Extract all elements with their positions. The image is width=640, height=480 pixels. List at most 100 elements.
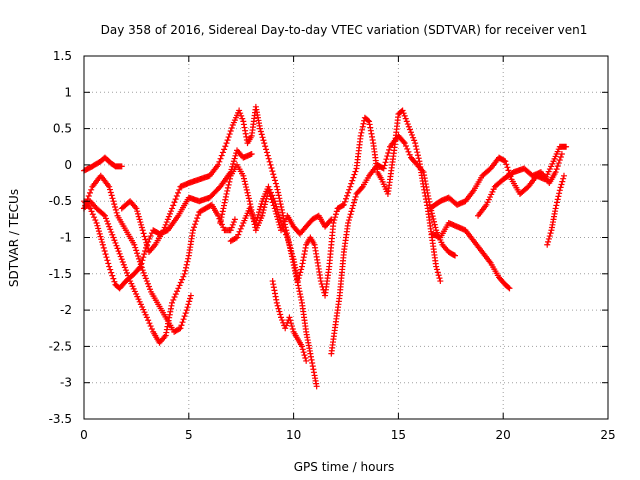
data-point (185, 255, 192, 262)
data-point (183, 261, 190, 268)
data-point (217, 217, 224, 224)
data-point (103, 254, 110, 261)
data-point (179, 319, 186, 326)
data-point (285, 239, 292, 246)
data-point (222, 196, 229, 203)
data-point (134, 210, 141, 217)
data-point (184, 258, 191, 265)
data-point (288, 323, 295, 330)
y-tick-label: -1 (60, 231, 72, 245)
data-point (265, 187, 272, 194)
data-point (223, 140, 230, 147)
data-point (255, 211, 262, 218)
data-point (111, 201, 118, 208)
data-point (133, 247, 140, 254)
data-point (109, 195, 116, 202)
series-arc-4 (81, 172, 194, 335)
data-point (169, 205, 176, 212)
data-point (176, 325, 183, 332)
data-point (432, 224, 439, 231)
data-point (414, 149, 421, 156)
data-point (270, 171, 277, 178)
data-point (111, 278, 118, 285)
data-point (248, 151, 255, 158)
data-point (273, 299, 280, 306)
data-point (265, 155, 272, 162)
y-tick-label: 0.5 (53, 122, 72, 136)
data-point (195, 212, 202, 219)
data-point (222, 193, 229, 200)
data-point (288, 248, 295, 255)
data-point (410, 134, 417, 141)
data-point (271, 174, 278, 181)
data-point (230, 160, 237, 167)
data-point (280, 221, 287, 228)
data-point (405, 123, 412, 130)
data-point (431, 221, 438, 228)
data-point (557, 154, 564, 161)
data-point (93, 219, 100, 226)
data-point (266, 158, 273, 165)
x-tick-label: 10 (286, 428, 301, 442)
data-point (288, 320, 295, 327)
data-point (279, 224, 286, 231)
data-point (383, 156, 390, 163)
data-point (545, 238, 552, 245)
data-point (162, 221, 169, 228)
data-point (269, 199, 276, 206)
series-arc-13 (217, 161, 335, 237)
data-point (113, 242, 120, 249)
data-point (172, 196, 179, 203)
data-point (346, 186, 353, 193)
data-point (400, 138, 407, 145)
data-point (281, 218, 288, 225)
data-point (121, 264, 128, 271)
data-point (297, 269, 304, 276)
data-point (248, 206, 255, 213)
data-point (170, 202, 177, 209)
y-tick-label: -1.5 (49, 267, 72, 281)
data-point (184, 304, 191, 311)
data-point (506, 285, 513, 292)
data-point (103, 215, 110, 222)
data-point (226, 178, 233, 185)
x-tick-label: 25 (600, 428, 615, 442)
data-point (82, 202, 89, 209)
data-point (218, 214, 225, 221)
data-point (91, 214, 98, 221)
y-tick-label: -2.5 (49, 339, 72, 353)
data-point (287, 245, 294, 252)
data-point (180, 316, 187, 323)
data-point (240, 175, 247, 182)
data-point (104, 257, 111, 264)
data-point (172, 291, 179, 298)
data-point (166, 210, 173, 217)
data-point (262, 143, 269, 150)
data-point (279, 209, 286, 216)
data-point (175, 189, 182, 196)
data-point (186, 298, 193, 305)
data-point (181, 313, 188, 320)
y-tick-label: -0.5 (49, 194, 72, 208)
data-point (110, 234, 117, 241)
data-point (161, 224, 168, 231)
data-point (239, 222, 246, 229)
data-point (451, 252, 458, 259)
series-arc-8 (328, 132, 458, 357)
data-point (145, 317, 152, 324)
data-point (137, 261, 144, 268)
data-point (262, 198, 269, 205)
data-point (138, 264, 145, 271)
data-point (245, 195, 252, 202)
data-point (344, 192, 351, 199)
series-arc-1 (81, 154, 125, 174)
data-point (268, 165, 275, 172)
data-point (254, 214, 261, 221)
data-point (142, 275, 149, 282)
data-point (115, 248, 122, 255)
data-point (101, 247, 108, 254)
data-point (215, 212, 222, 219)
data-point (136, 216, 143, 223)
data-point (112, 204, 119, 211)
data-point (269, 168, 276, 175)
